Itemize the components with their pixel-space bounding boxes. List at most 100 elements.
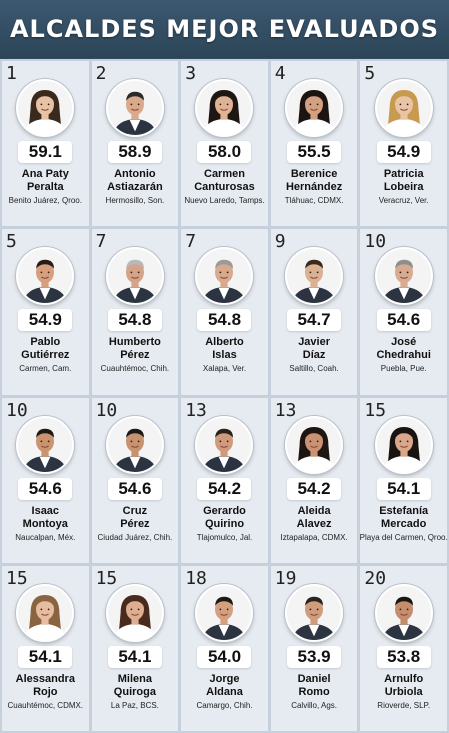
mayor-last-name: Quirino — [204, 517, 245, 530]
mayor-last-name: Romo — [298, 685, 330, 698]
mayor-first-name: Carmen — [204, 168, 245, 180]
mayor-name: Gerardo Quirino — [203, 505, 246, 531]
avatar — [105, 583, 164, 642]
mayor-card: 5 54.9 Patricia Lobeira Veracruz, Ver. — [360, 61, 447, 227]
rank-number: 7 — [185, 231, 197, 253]
portrait-icon — [287, 81, 342, 135]
score-badge: 54.6 — [18, 477, 73, 500]
mayor-name: Cruz Pérez — [120, 505, 149, 531]
municipality-label: Xalapa, Ver. — [202, 364, 247, 374]
mayor-card: 7 54.8 Humberto Pérez Cuauhtémoc, Chih. — [91, 229, 179, 395]
mayor-first-name: Alberto — [205, 336, 244, 349]
mayor-first-name: Ana Paty — [21, 168, 69, 180]
mayor-card: 5 54.9 Pablo Gutiérrez Carmen, Cam. — [2, 229, 89, 395]
portrait-icon — [107, 81, 162, 135]
mayor-name: Javier Díaz — [298, 336, 330, 362]
rank-number: 1 — [6, 63, 17, 84]
mayor-first-name: Pablo — [30, 336, 61, 349]
score-badge: 54.9 — [376, 141, 431, 163]
score-badge: 54.6 — [107, 477, 162, 500]
avatar — [195, 79, 254, 137]
mayor-card: 3 58.0 Carmen Canturosas Nuevo Laredo, Tamps… — [181, 61, 268, 227]
mayor-last-name: Pérez — [120, 517, 150, 530]
mayor-name: Ana Paty Peralta — [22, 168, 69, 194]
mayor-first-name: Estefanía — [379, 504, 429, 517]
mayor-card: 20 53.8 Arnulfo Urbiola Rioverde, SLP. — [360, 565, 447, 731]
portrait-icon — [376, 417, 431, 472]
rank-number: 10 — [95, 399, 118, 421]
mayor-last-name: Aldana — [206, 685, 243, 698]
portrait-icon — [107, 417, 162, 472]
mayor-last-name: Peralta — [26, 181, 64, 193]
mayor-last-name: Hernández — [285, 181, 343, 193]
municipality-label: Naucalpan, Méx. — [15, 532, 76, 542]
municipality-label: Veracruz, Ver. — [378, 196, 429, 205]
mayor-first-name: Humberto — [108, 336, 161, 349]
mayor-first-name: Patricia — [383, 168, 424, 180]
avatar — [285, 583, 344, 642]
municipality-label: La Paz, BCS. — [110, 700, 159, 710]
avatar — [16, 583, 75, 642]
mayor-last-name: Canturosas — [194, 181, 255, 193]
municipality-label: Cuauhtémoc, Chih. — [100, 364, 170, 374]
portrait-icon — [376, 585, 431, 640]
mayor-last-name: Chedrahui — [376, 349, 431, 362]
mayor-card: 4 55.5 Berenice Hernández Tláhuac, CDMX. — [270, 61, 358, 227]
rank-number: 7 — [95, 231, 107, 253]
mayor-name: Alberto Islas — [205, 336, 244, 362]
mayor-card: 9 54.7 Javier Díaz Saltillo, Coah. — [270, 229, 358, 395]
municipality-label: Benito Juárez, Qroo. — [8, 196, 82, 205]
municipality-label: Puebla, Pue. — [380, 364, 427, 374]
portrait-icon — [287, 585, 342, 640]
score-badge: 54.2 — [197, 477, 252, 500]
score-badge: 54.9 — [18, 309, 73, 332]
avatar — [285, 247, 344, 306]
mayors-grid: 1 59.1 Ana Paty Peralta Benito Juárez, Qroo.… — [0, 59, 449, 733]
portrait-icon — [197, 249, 252, 304]
mayor-card: 19 53.9 Daniel Romo Calvillo, Ags. — [270, 565, 358, 731]
rank-number: 4 — [274, 63, 286, 84]
mayor-name: Jorge Aldana — [206, 673, 243, 699]
score-badge: 54.1 — [18, 645, 73, 668]
mayor-card: 15 54.1 Estefanía Mercado Playa del Carmen, … — [360, 397, 447, 563]
mayor-card: 13 54.2 Gerardo Quirino Tlajomulco, Jal. — [181, 397, 268, 563]
score-badge: 55.5 — [287, 141, 342, 163]
rank-number: 15 — [95, 567, 118, 589]
score-badge: 54.1 — [376, 477, 431, 500]
municipality-label: Tlajomulco, Jal. — [196, 532, 253, 542]
municipality-label: Hermosillo, Son. — [105, 196, 165, 205]
avatar — [374, 79, 433, 137]
mayor-last-name: Alavez — [296, 517, 332, 530]
mayor-first-name: Arnulfo — [384, 672, 424, 685]
avatar — [16, 415, 75, 474]
mayor-card: 2 58.9 Antonio Astiazarán Hermosillo, Son. — [91, 61, 179, 227]
mayor-last-name: Díaz — [302, 349, 326, 362]
mayor-name: Berenice Hernández — [286, 168, 342, 194]
avatar — [195, 583, 254, 642]
rank-number: 19 — [274, 567, 297, 589]
score-badge: 54.2 — [287, 477, 342, 500]
mayor-first-name: Javier — [298, 336, 330, 349]
score-badge: 54.6 — [376, 309, 431, 332]
mayor-last-name: Quiroga — [113, 685, 156, 698]
mayor-first-name: Isaac — [31, 504, 60, 517]
portrait-icon — [18, 585, 73, 640]
mayor-name: Estefanía Mercado — [379, 505, 428, 531]
header-banner: ALCALDES MEJOR EVALUADOS — [0, 0, 449, 58]
portrait-icon — [376, 249, 431, 304]
mayor-card: 15 54.1 Milena Quiroga La Paz, BCS. — [91, 565, 179, 731]
mayor-card: 10 54.6 Cruz Pérez Ciudad Juárez, Chih. — [91, 397, 179, 563]
mayor-name: Antonio Astiazarán — [107, 168, 163, 194]
avatar — [285, 415, 344, 474]
mayor-last-name: Lobeira — [383, 181, 424, 193]
avatar — [105, 415, 164, 474]
mayor-first-name: Aleida — [297, 504, 331, 517]
score-badge: 54.8 — [197, 309, 252, 332]
mayor-last-name: Montoya — [22, 517, 68, 530]
rank-number: 10 — [6, 399, 28, 421]
score-badge: 59.1 — [18, 141, 73, 163]
rank-number: 5 — [364, 63, 376, 84]
mayor-last-name: Mercado — [381, 517, 427, 530]
score-badge: 58.9 — [107, 141, 162, 163]
municipality-label: Iztapalapa, CDMX. — [280, 532, 348, 542]
